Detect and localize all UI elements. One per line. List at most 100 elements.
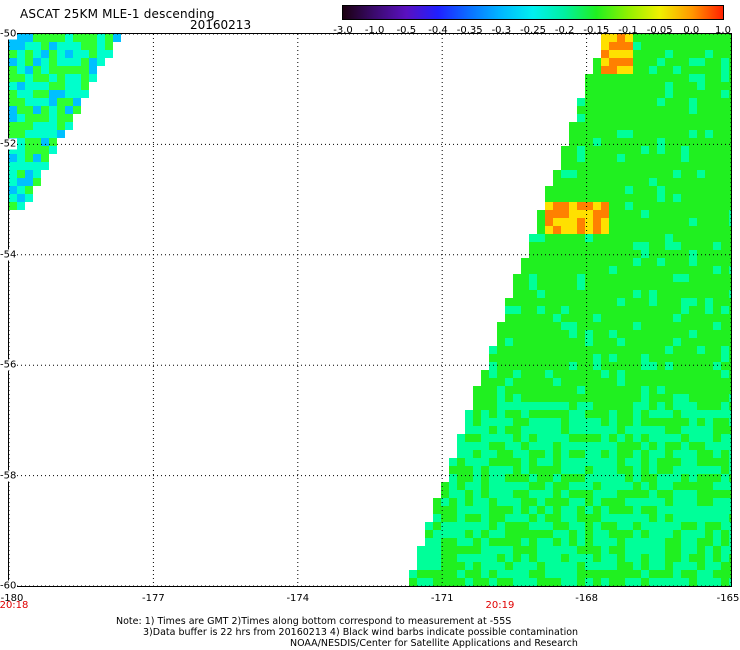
wind-cell	[65, 98, 73, 106]
wind-cell	[561, 226, 569, 234]
wind-cell	[593, 442, 601, 450]
wind-cell	[689, 370, 697, 378]
wind-cell	[689, 354, 697, 362]
wind-cell	[665, 314, 673, 322]
wind-cell	[729, 450, 731, 458]
wind-cell	[657, 498, 665, 506]
wind-cell	[449, 514, 457, 522]
wind-cell	[617, 330, 625, 338]
wind-cell	[665, 434, 673, 442]
wind-cell	[641, 50, 649, 58]
wind-cell	[641, 186, 649, 194]
wind-cell	[689, 498, 697, 506]
wind-cell	[625, 322, 633, 330]
wind-cell	[729, 458, 731, 466]
wind-cell	[457, 458, 465, 466]
wind-cell	[577, 386, 585, 394]
wind-cell	[641, 450, 649, 458]
wind-cell	[609, 490, 617, 498]
wind-cell	[561, 162, 569, 170]
wind-cell	[617, 58, 625, 66]
wind-cell	[625, 530, 633, 538]
wind-cell	[609, 114, 617, 122]
wind-cell	[657, 402, 665, 410]
wind-cell	[681, 394, 689, 402]
wind-cell	[705, 434, 713, 442]
wind-cell	[73, 50, 81, 58]
wind-cell	[673, 498, 681, 506]
wind-cell	[489, 530, 497, 538]
wind-cell	[569, 266, 577, 274]
wind-cell	[569, 418, 577, 426]
wind-cell	[617, 418, 625, 426]
wind-cell	[465, 466, 473, 474]
wind-cell	[665, 322, 673, 330]
wind-cell	[49, 82, 57, 90]
wind-cell	[705, 474, 713, 482]
wind-cell	[609, 274, 617, 282]
wind-cell	[41, 106, 49, 114]
wind-cell	[681, 482, 689, 490]
wind-cell	[521, 402, 529, 410]
wind-cell	[593, 578, 601, 586]
wind-cell	[609, 282, 617, 290]
wind-cell	[633, 226, 641, 234]
wind-cell	[609, 362, 617, 370]
wind-cell	[713, 146, 721, 154]
wind-cell	[609, 514, 617, 522]
wind-cell	[585, 506, 593, 514]
wind-cell	[561, 466, 569, 474]
wind-cell	[713, 330, 721, 338]
wind-cell	[33, 66, 41, 74]
wind-cell	[17, 138, 25, 146]
wind-cell	[689, 306, 697, 314]
wind-cell	[601, 106, 609, 114]
wind-cell	[721, 562, 729, 570]
longitude-label: -174	[286, 593, 310, 604]
wind-cell	[561, 562, 569, 570]
wind-cell	[641, 146, 649, 154]
wind-cell	[553, 434, 561, 442]
wind-cell	[17, 170, 25, 178]
wind-cell	[521, 434, 529, 442]
wind-cell	[681, 122, 689, 130]
wind-cell	[561, 506, 569, 514]
wind-cell	[657, 154, 665, 162]
wind-cell	[545, 346, 553, 354]
wind-cell	[465, 570, 473, 578]
wind-cell	[537, 234, 545, 242]
wind-cell	[465, 538, 473, 546]
wind-cell	[585, 418, 593, 426]
wind-cell	[569, 434, 577, 442]
wind-cell	[537, 426, 545, 434]
wind-cell	[513, 370, 521, 378]
wind-cell	[25, 138, 33, 146]
wind-cell	[673, 474, 681, 482]
wind-cell	[25, 66, 33, 74]
wind-cell	[689, 482, 697, 490]
wind-cell	[673, 266, 681, 274]
wind-cell	[657, 250, 665, 258]
wind-cell	[561, 306, 569, 314]
wind-cell	[545, 370, 553, 378]
wind-cell	[721, 522, 729, 530]
wind-cell	[649, 130, 657, 138]
wind-cell	[633, 546, 641, 554]
wind-cell	[657, 474, 665, 482]
wind-cell	[617, 282, 625, 290]
wind-cell	[681, 514, 689, 522]
wind-cell	[649, 506, 657, 514]
wind-cell	[617, 514, 625, 522]
wind-cell	[721, 202, 729, 210]
wind-cell	[649, 538, 657, 546]
wind-cell	[465, 490, 473, 498]
wind-cell	[601, 570, 609, 578]
wind-cell	[729, 562, 731, 570]
wind-cell	[681, 226, 689, 234]
wind-cell	[601, 282, 609, 290]
wind-cell	[697, 322, 705, 330]
wind-cell	[625, 58, 633, 66]
wind-cell	[625, 362, 633, 370]
wind-cell	[49, 66, 57, 74]
wind-cell	[609, 162, 617, 170]
